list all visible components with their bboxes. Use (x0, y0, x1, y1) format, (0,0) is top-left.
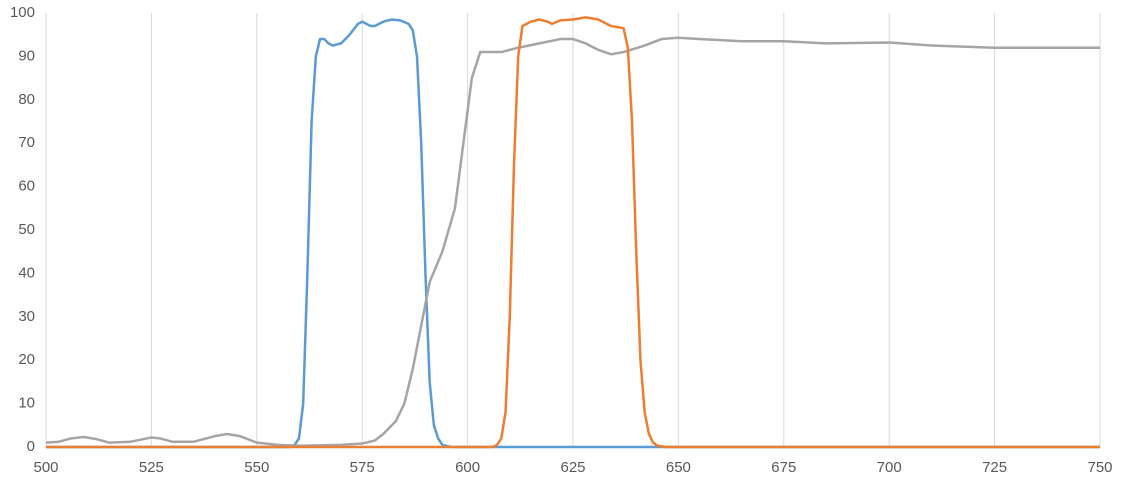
y-tick-label: 60 (18, 178, 35, 195)
x-tick-label: 725 (982, 459, 1007, 476)
y-tick-label: 50 (18, 221, 35, 238)
x-tick-label: 525 (139, 459, 164, 476)
x-tick-label: 550 (244, 459, 269, 476)
x-tick-label: 625 (560, 459, 585, 476)
y-tick-label: 100 (10, 4, 35, 21)
x-tick-label: 650 (666, 459, 691, 476)
y-tick-label: 30 (18, 308, 35, 325)
x-tick-label: 500 (33, 459, 58, 476)
x-tick-label: 675 (771, 459, 796, 476)
y-tick-label: 20 (18, 351, 35, 368)
y-tick-label: 90 (18, 47, 35, 64)
y-tick-label: 70 (18, 134, 35, 151)
series-line (46, 16, 1100, 449)
series-line (45, 36, 1100, 447)
x-tick-label: 750 (1087, 459, 1112, 476)
series-line (46, 18, 1100, 449)
y-tick-label: 80 (18, 91, 35, 108)
y-tick-label: 40 (18, 264, 35, 281)
y-tick-label: 0 (27, 438, 35, 455)
x-tick-label: 600 (455, 459, 480, 476)
y-tick-label: 10 (18, 395, 35, 412)
x-tick-label: 700 (877, 459, 902, 476)
x-tick-label: 575 (350, 459, 375, 476)
